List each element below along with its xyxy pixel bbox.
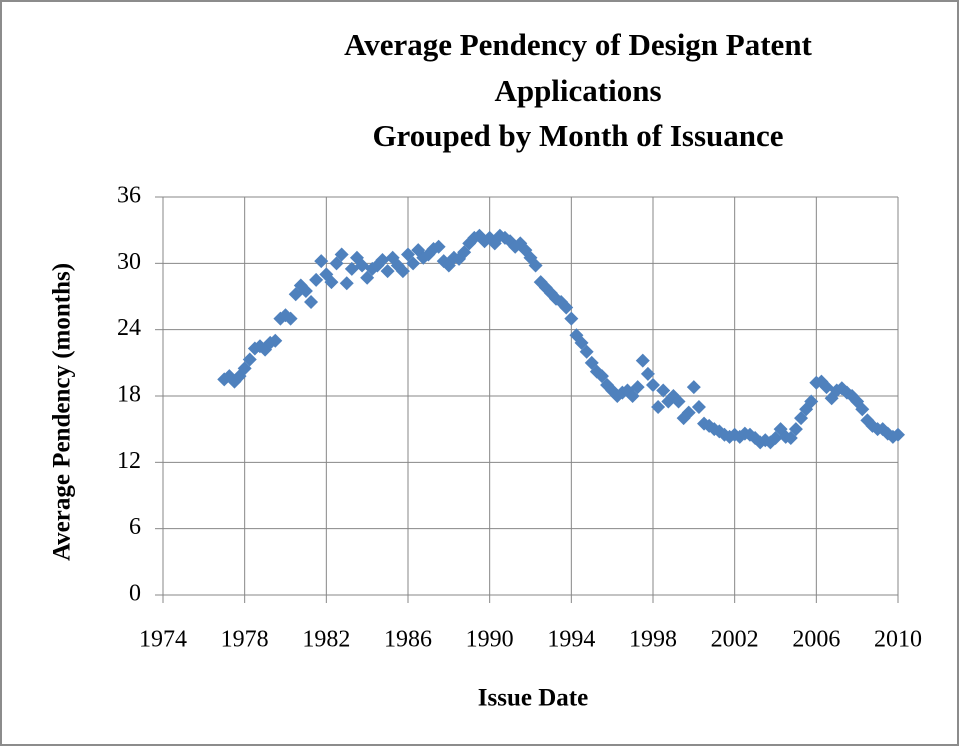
point bbox=[579, 344, 594, 359]
x-axis-label: Issue Date bbox=[478, 685, 588, 712]
chart-title: Average Pendency of Design Patent bbox=[344, 27, 812, 62]
point bbox=[324, 275, 339, 290]
point bbox=[804, 394, 819, 409]
x-tick-label: 2002 bbox=[711, 627, 759, 653]
point bbox=[891, 427, 905, 442]
y-tick-label: 24 bbox=[117, 315, 141, 341]
y-axis-label: Average Pendency (months) bbox=[49, 263, 76, 561]
x-tick-label: 1982 bbox=[302, 627, 350, 653]
point bbox=[283, 311, 298, 326]
chart-title: Grouped by Month of Issuance bbox=[372, 118, 783, 153]
point bbox=[651, 400, 666, 415]
point bbox=[681, 405, 696, 420]
point bbox=[406, 256, 421, 271]
point bbox=[380, 264, 395, 279]
point bbox=[339, 276, 354, 291]
y-tick-label: 12 bbox=[117, 448, 141, 474]
point bbox=[334, 247, 349, 262]
point bbox=[268, 333, 283, 348]
x-tick-label: 1978 bbox=[221, 627, 269, 653]
point bbox=[640, 366, 655, 381]
point bbox=[528, 258, 543, 273]
x-tick-label: 1994 bbox=[547, 627, 595, 653]
point bbox=[646, 377, 660, 392]
y-tick-label: 30 bbox=[117, 249, 141, 275]
x-tick-label: 1990 bbox=[466, 627, 514, 653]
y-tick-label: 18 bbox=[117, 382, 141, 408]
point bbox=[431, 239, 446, 254]
chart-title: Applications bbox=[494, 73, 661, 108]
point bbox=[314, 254, 329, 269]
point bbox=[559, 300, 574, 315]
point bbox=[671, 394, 686, 409]
point bbox=[309, 272, 324, 287]
point bbox=[635, 353, 650, 368]
point bbox=[564, 311, 579, 326]
point bbox=[630, 380, 645, 395]
point bbox=[304, 295, 319, 310]
x-tick-label: 2006 bbox=[792, 627, 840, 653]
point bbox=[375, 253, 390, 268]
point bbox=[691, 400, 706, 415]
x-tick-label: 1974 bbox=[139, 627, 187, 653]
y-tick-label: 36 bbox=[117, 183, 141, 209]
point bbox=[298, 283, 313, 298]
point bbox=[656, 383, 671, 398]
y-tick-label: 6 bbox=[129, 514, 141, 540]
y-tick-label: 0 bbox=[129, 581, 141, 607]
point bbox=[242, 352, 257, 367]
point bbox=[395, 264, 410, 279]
x-tick-label: 2010 bbox=[874, 627, 922, 653]
point bbox=[788, 422, 803, 437]
x-tick-label: 1998 bbox=[629, 627, 677, 653]
point bbox=[518, 243, 533, 258]
point bbox=[686, 380, 701, 395]
point bbox=[855, 402, 870, 417]
x-tick-label: 1986 bbox=[384, 627, 432, 653]
point bbox=[411, 243, 426, 258]
